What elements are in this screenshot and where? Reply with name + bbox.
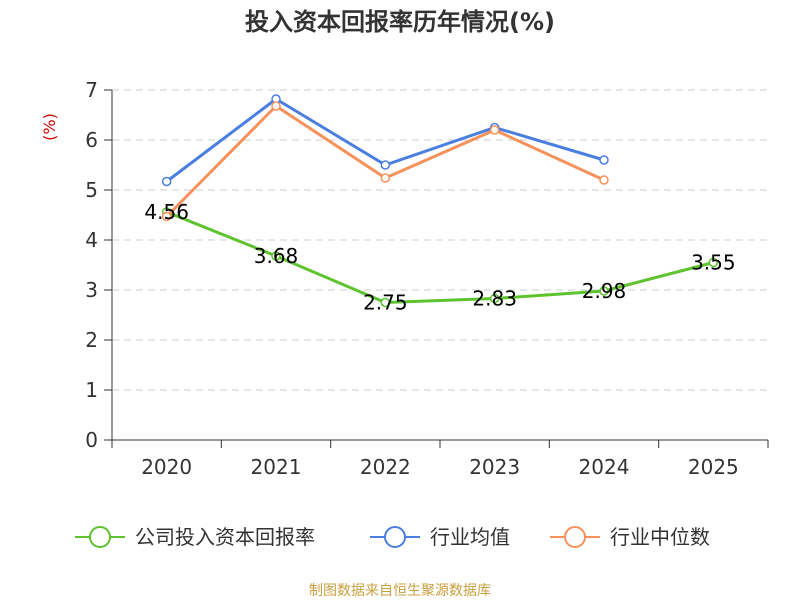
data-point [161,211,172,222]
legend-item: 公司投入资本回报率 [75,525,315,549]
data-point [489,125,500,135]
series-industry-median [161,101,609,222]
data-point [599,286,609,296]
y-tick-label: 6 [85,128,98,152]
data-labels: 4.56 3.68 2.75 2.83 2.98 3.55 [144,200,735,315]
x-tick-label: 2023 [469,455,520,479]
series-industry-mean [161,94,609,187]
y-tick-label: 0 [85,428,98,452]
grid [112,89,768,391]
legend-label: 行业均值 [430,525,510,549]
y-tick-label: 1 [85,378,98,402]
y-tick-label: 7 [85,78,98,102]
axes: 0 1 2 3 4 5 6 7 2020 2021 2022 2023 2024 2025 [85,78,769,479]
data-point [380,160,391,170]
y-axis-label: (%) [40,113,59,141]
legend-marker [564,526,586,548]
data-label: 3.55 [691,251,736,275]
y-tick-label: 2 [85,328,98,352]
chart-title: 投入资本回报率历年情况(%) [245,8,555,36]
source-note: 制图数据来自恒生聚源数据库 [309,583,491,599]
y-tick-label: 5 [85,178,98,202]
data-point [161,176,172,187]
x-tick-label: 2021 [251,455,302,479]
legend-item: 行业中位数 [550,525,710,549]
series-line [166,210,714,304]
legend-marker [384,526,406,548]
y-tick-label: 3 [85,278,98,302]
legend-label: 行业中位数 [610,525,710,549]
data-point [599,155,609,165]
series-company-roic [161,207,719,308]
data-point [708,257,719,268]
data-label: 2.75 [363,291,408,315]
y-tick-label: 4 [85,228,98,252]
legend-item: 行业均值 [370,525,510,549]
legend: 公司投入资本回报率 行业均值 行业中位数 [75,525,710,549]
data-point [599,175,609,185]
data-label: 4.56 [144,200,189,224]
data-point [271,251,281,261]
x-tick-label: 2022 [360,455,411,479]
legend-label: 公司投入资本回报率 [135,525,315,549]
series-layer [161,94,719,308]
data-point [489,293,500,304]
data-point [380,173,391,183]
data-label: 3.68 [254,244,299,268]
data-point [380,297,391,308]
data-label: 2.98 [582,279,627,303]
data-label: 2.83 [472,287,517,311]
x-tick-label: 2025 [688,455,739,479]
legend-marker [89,526,111,548]
data-point [271,101,281,111]
x-tick-label: 2024 [579,455,630,479]
x-tick-label: 2020 [141,455,192,479]
